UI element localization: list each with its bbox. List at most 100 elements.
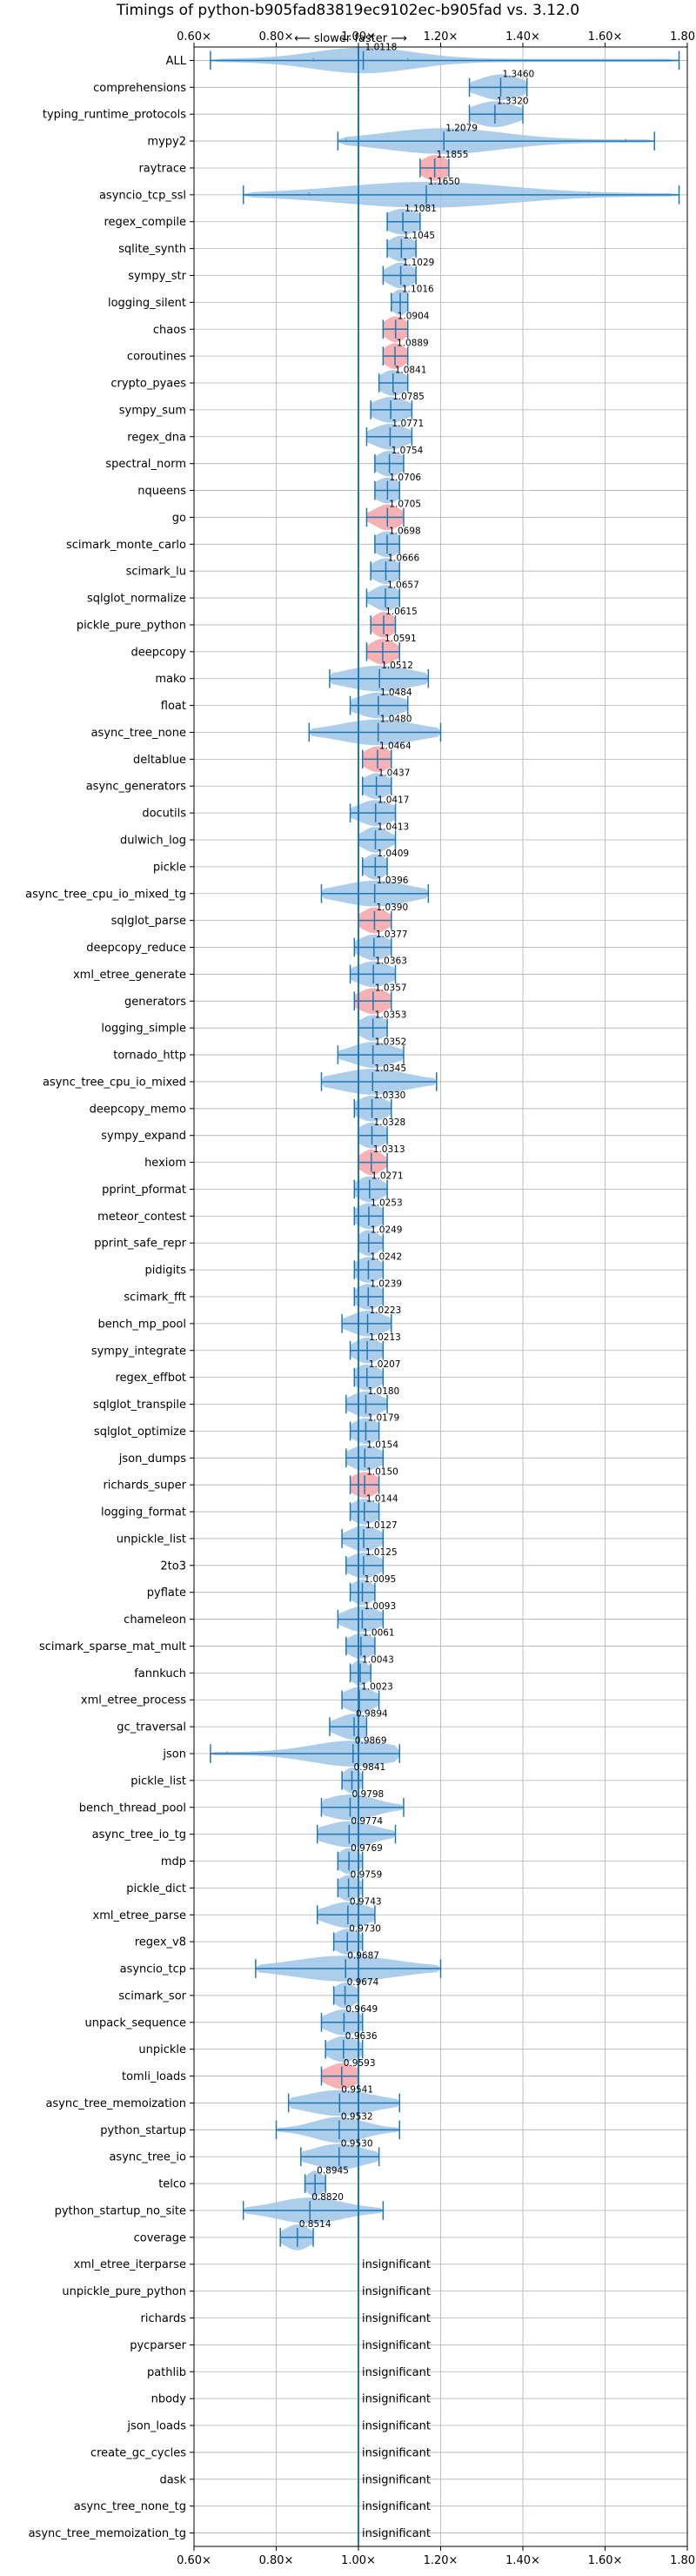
value-label: 1.2079: [445, 123, 478, 133]
value-label: 0.8945: [317, 2165, 349, 2176]
x-tick-label-bottom: 1.80×: [670, 2554, 696, 2567]
insignificant-label: insignificant: [362, 2446, 431, 2459]
value-label: 1.0771: [392, 419, 424, 429]
y-tick-label: bench_mp_pool: [97, 1318, 186, 1331]
y-tick-label: asyncio_tcp: [120, 1963, 186, 1976]
y-tick-label: generators: [124, 996, 186, 1009]
value-label: 1.0437: [378, 768, 411, 779]
y-tick-label: 2to3: [160, 1560, 186, 1573]
value-label: 1.0023: [361, 1681, 393, 1692]
y-tick-label: scimark_lu: [126, 566, 186, 579]
value-label: 1.0841: [395, 365, 427, 375]
value-label: 1.0127: [365, 1520, 398, 1531]
value-label: 1.1650: [428, 177, 460, 187]
value-label: 1.0093: [364, 1601, 396, 1612]
y-tick-label: deepcopy_memo: [90, 1103, 186, 1116]
value-label: 0.9636: [345, 2031, 378, 2042]
insignificant-label: insignificant: [362, 2500, 431, 2513]
y-tick-label: logging_silent: [108, 297, 186, 310]
value-label: 1.0357: [375, 983, 407, 994]
x-tick-label-top: 1.00×: [341, 30, 376, 44]
y-tick-label: crypto_pyaes: [110, 378, 186, 391]
y-tick-label: unpickle_pure_python: [62, 2285, 186, 2298]
value-label: 1.0889: [397, 338, 429, 348]
y-tick-label: regex_v8: [135, 1936, 186, 1949]
insignificant-label: insignificant: [362, 2473, 431, 2486]
value-label: 1.0353: [375, 1010, 407, 1020]
y-tick-label: logging_format: [101, 1506, 186, 1519]
insignificant-label: insignificant: [362, 2366, 431, 2379]
y-tick-label: asyncio_tcp_ssl: [99, 189, 186, 202]
value-label: 1.1016: [402, 285, 434, 295]
value-label: 1.0698: [389, 527, 421, 537]
value-label: 1.0464: [379, 741, 412, 752]
y-tick-label: telco: [158, 2178, 186, 2191]
value-label: 0.9759: [351, 1870, 383, 1881]
y-tick-label: xml_etree_parse: [93, 1909, 186, 1922]
value-label: 1.0207: [369, 1359, 401, 1370]
value-label: 1.0480: [380, 714, 412, 725]
x-tick-label-bottom: 0.60×: [177, 2554, 211, 2567]
value-label: 1.0396: [377, 875, 409, 886]
value-label: 1.0377: [376, 929, 408, 940]
value-label: 1.0154: [366, 1440, 398, 1451]
value-label: 1.0271: [371, 1171, 404, 1182]
value-label: 0.9530: [341, 2138, 373, 2149]
y-tick-label: regex_dna: [127, 431, 186, 444]
value-label: 1.1081: [405, 204, 437, 214]
value-label: 1.1855: [437, 150, 469, 160]
value-label: 1.0352: [375, 1036, 407, 1047]
y-tick-label: json_dumps: [118, 1452, 186, 1466]
insignificant-label: insignificant: [362, 2393, 431, 2406]
value-label: 1.0249: [371, 1225, 403, 1236]
x-tick-label-bottom: 0.80×: [259, 2554, 294, 2567]
y-tick-label: dask: [159, 2473, 186, 2486]
x-tick-label-top: 1.60×: [588, 30, 623, 44]
value-label: 1.0417: [378, 795, 410, 805]
value-label: 1.0666: [387, 553, 419, 563]
y-tick-label: sqlite_synth: [118, 243, 186, 256]
y-tick-label: sqlglot_transpile: [93, 1399, 186, 1412]
value-label: 1.0591: [385, 634, 417, 644]
x-tick-label-bottom: 1.00×: [341, 2554, 376, 2567]
y-tick-label: bench_thread_pool: [79, 1801, 186, 1815]
y-tick-label: unpickle: [138, 2043, 186, 2056]
y-tick-label: scimark_fft: [124, 1291, 186, 1305]
y-tick-label: nqueens: [137, 485, 186, 498]
y-tick-label: async_tree_memoization: [45, 2097, 186, 2110]
y-tick-label: python_startup: [100, 2124, 186, 2137]
direction-caption: ⟵ slower faster ⟶: [294, 32, 407, 45]
y-tick-label: hexiom: [144, 1157, 186, 1170]
value-label: 0.9869: [355, 1735, 387, 1746]
y-tick-label: spectral_norm: [105, 458, 186, 471]
y-tick-label: meteor_contest: [97, 1211, 186, 1224]
axis-ticks: 0.60× 0.60× 0.80× 0.80× 1.00× 1.00× 1.20× 1.20×…: [25, 30, 696, 2567]
y-tick-label: mypy2: [147, 136, 186, 149]
y-tick-label: async_tree_none_tg: [74, 2500, 186, 2513]
y-tick-label: pickle: [153, 861, 186, 874]
value-label: 1.0409: [377, 849, 409, 859]
value-label: 0.9894: [356, 1708, 388, 1719]
insignificant-label: insignificant: [362, 2339, 431, 2352]
y-tick-label: coverage: [134, 2231, 186, 2244]
value-label: 0.9674: [347, 1977, 379, 1988]
value-label: 1.3320: [497, 96, 529, 106]
labels: 1.0118 1.3460 1.3320 1.2079 1.1855 1.1650 1.10…: [299, 43, 534, 2540]
y-tick-label: scimark_sparse_mat_mult: [39, 1640, 186, 1654]
value-label: 0.9593: [344, 2058, 376, 2069]
y-tick-label: sympy_expand: [101, 1130, 186, 1143]
value-label: 0.9730: [349, 1923, 381, 1934]
x-tick-label-top: 0.60×: [177, 30, 211, 44]
violins: [210, 47, 680, 2546]
value-label: 1.0180: [368, 1386, 400, 1397]
y-tick-label: chameleon: [124, 1613, 186, 1627]
y-tick-label: comprehensions: [93, 82, 186, 95]
value-label: 0.9649: [345, 2004, 378, 2015]
x-tick-label-top: 1.20×: [424, 30, 458, 44]
insignificant-label: insignificant: [362, 2420, 431, 2433]
value-label: 1.0095: [364, 1574, 396, 1585]
y-tick-label: async_tree_io_tg: [92, 1828, 186, 1841]
value-label: 0.9743: [350, 1897, 382, 1908]
y-tick-label: nbody: [151, 2393, 187, 2406]
